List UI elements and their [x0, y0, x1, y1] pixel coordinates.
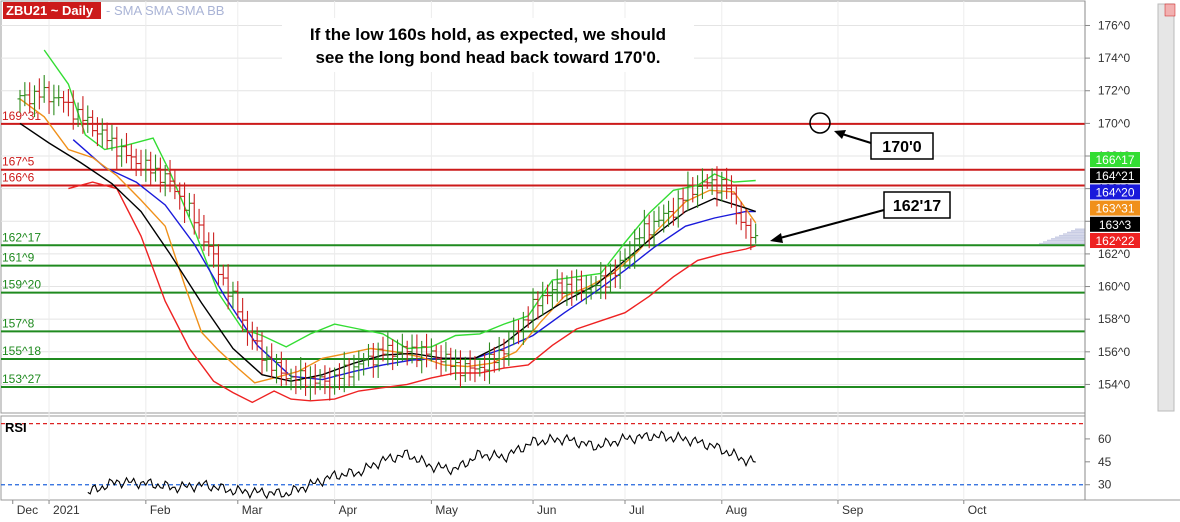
- symbol-label: ZBU21 ~ Daily: [6, 3, 94, 18]
- price-tick-label: 160^0: [1098, 280, 1131, 294]
- volume-profile-bar: [1071, 230, 1085, 232]
- last-value-badge: [1090, 184, 1140, 200]
- sma-orange-line[interactable]: [19, 98, 757, 384]
- last-value-badge: [1090, 233, 1140, 248]
- price-bars: [17, 75, 759, 401]
- volume-profile-bar: [1059, 234, 1085, 237]
- target-annotation: 170'0: [809, 112, 934, 160]
- price-tick-label: 170^0: [1098, 116, 1131, 130]
- level-label: 167^5: [2, 155, 35, 169]
- level-label: 169^31: [2, 109, 41, 123]
- rsi-label: RSI: [5, 420, 27, 435]
- level-label: 162^17: [2, 230, 41, 244]
- month-label: Sep: [842, 503, 864, 517]
- level-label: 166^6: [2, 171, 35, 185]
- volume-profile-bar: [1075, 228, 1085, 230]
- headline-line-1: If the low 160s hold, as expected, we sh…: [310, 25, 666, 44]
- bb-upper-line[interactable]: [43, 49, 756, 350]
- last-value-label: 166^17: [1096, 153, 1135, 167]
- last-value-label: 163^31: [1096, 202, 1135, 216]
- month-gridlines: [48, 1, 965, 500]
- vertical-scrollbar[interactable]: [1157, 3, 1175, 412]
- price-tick-label: 162^0: [1098, 247, 1131, 261]
- price-tick-label: 154^0: [1098, 377, 1131, 391]
- time-axis: Dec 2021 Feb Mar Apr May Jun Jul Aug Sep Oct: [12, 500, 987, 517]
- headline-annotation: If the low 160s hold, as expected, we sh…: [282, 18, 694, 72]
- price-tick-label: 174^0: [1098, 51, 1131, 65]
- month-label: Feb: [150, 503, 171, 517]
- target-arrow-line: [841, 133, 872, 144]
- level-label: 161^9: [2, 251, 35, 265]
- month-label: Jun: [537, 503, 556, 517]
- level-label: 153^27: [2, 372, 41, 386]
- last-value-badge: [1090, 152, 1140, 167]
- level-label: 157^8: [2, 316, 35, 330]
- volume-profile-bar: [1063, 233, 1085, 235]
- month-label: Oct: [968, 503, 987, 517]
- level-label: 159^20: [2, 278, 41, 292]
- volume-profile-bar: [1055, 236, 1085, 238]
- rsi-line[interactable]: [87, 430, 756, 500]
- headline-line-2: see the long bond head back toward 170'0…: [315, 48, 660, 67]
- price-tick-label: 156^0: [1098, 345, 1131, 359]
- volume-profile-bar: [1051, 238, 1085, 240]
- volume-profile: [1039, 228, 1085, 245]
- studies-label: - SMA SMA SMA BB: [106, 3, 224, 18]
- last-value-label: 163^3: [1099, 218, 1132, 232]
- volume-profile-bar: [1043, 241, 1085, 243]
- last-value-badges: 166^17 164^21 164^20 163^31 163^3 162^22: [1090, 152, 1140, 248]
- last-value-label: 164^20: [1096, 185, 1135, 199]
- month-label: Jul: [629, 503, 644, 517]
- month-label: May: [435, 503, 458, 517]
- target-arrow-head: [834, 130, 846, 139]
- support-annotation: 162'17: [770, 191, 951, 243]
- support-arrow-head: [770, 233, 783, 243]
- volume-profile-bar: [1067, 231, 1085, 234]
- last-value-badge: [1090, 200, 1140, 216]
- rsi-tick-label: 60: [1098, 432, 1112, 446]
- last-value-label: 162^22: [1096, 234, 1135, 248]
- rsi-tick-label: 30: [1098, 478, 1112, 492]
- month-label: Aug: [726, 503, 747, 517]
- last-value-badge: [1090, 168, 1140, 184]
- symbol-badge: [3, 2, 101, 19]
- target-label: 170'0: [882, 139, 922, 156]
- last-value-badge: [1090, 216, 1140, 232]
- rsi-header: RSI: [5, 420, 27, 435]
- month-label: Mar: [242, 503, 263, 517]
- headline-box: [282, 18, 694, 72]
- volume-profile-bar: [1039, 242, 1085, 245]
- month-label: 2021: [53, 503, 80, 517]
- last-value-label: 164^21: [1096, 169, 1135, 183]
- support-box: [883, 191, 951, 219]
- price-tick-label: 176^0: [1098, 18, 1131, 32]
- target-box: [870, 132, 934, 160]
- rsi-panel: 60 45 30: [1, 423, 1112, 500]
- level-label: 155^18: [2, 344, 41, 358]
- panel-options-icon[interactable]: [1164, 3, 1176, 17]
- chart-header: ZBU21 ~ Daily - SMA SMA SMA BB: [3, 2, 1176, 19]
- price-tick-label: 158^0: [1098, 312, 1131, 326]
- target-circle: [809, 112, 831, 134]
- support-arrow-line: [779, 209, 885, 239]
- volume-profile-bar: [1047, 239, 1085, 242]
- support-label: 162'17: [893, 198, 941, 215]
- month-label: Dec: [17, 503, 38, 517]
- price-tick-label: 172^0: [1098, 84, 1131, 98]
- month-label: Apr: [339, 503, 358, 517]
- bb-lower-line[interactable]: [68, 181, 756, 404]
- rsi-tick-label: 45: [1098, 455, 1112, 469]
- horizontal-levels: 169^31 167^5 166^6 162^17 161^9 159^20 157^8 15…: [1, 109, 1085, 389]
